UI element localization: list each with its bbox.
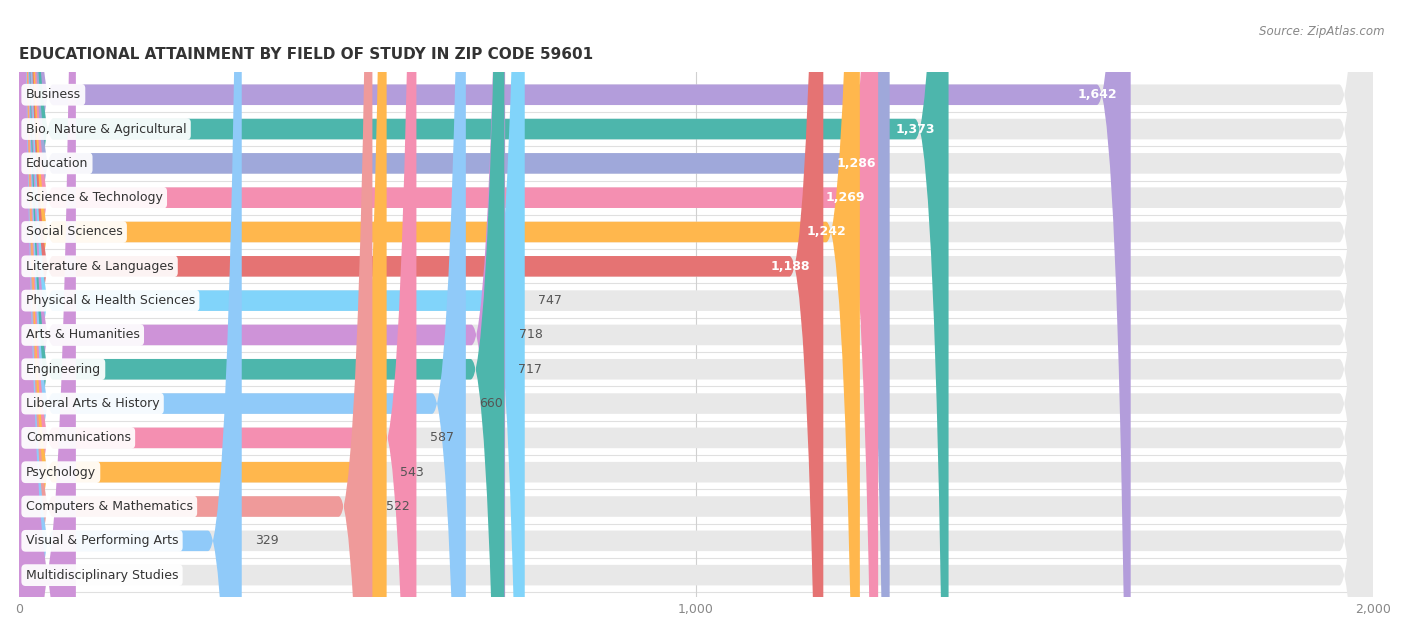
Text: EDUCATIONAL ATTAINMENT BY FIELD OF STUDY IN ZIP CODE 59601: EDUCATIONAL ATTAINMENT BY FIELD OF STUDY… xyxy=(20,47,593,62)
FancyBboxPatch shape xyxy=(20,0,1374,631)
FancyBboxPatch shape xyxy=(20,0,242,631)
Text: Social Sciences: Social Sciences xyxy=(25,225,122,239)
Text: 1,373: 1,373 xyxy=(896,122,935,136)
Text: 329: 329 xyxy=(256,534,278,547)
FancyBboxPatch shape xyxy=(20,0,1374,631)
Text: Engineering: Engineering xyxy=(25,363,101,375)
Text: 718: 718 xyxy=(519,329,543,341)
Text: 84: 84 xyxy=(90,569,105,582)
FancyBboxPatch shape xyxy=(20,0,1130,631)
Text: 1,642: 1,642 xyxy=(1077,88,1118,101)
FancyBboxPatch shape xyxy=(20,0,890,631)
Text: 1,188: 1,188 xyxy=(770,260,810,273)
Text: 660: 660 xyxy=(479,397,503,410)
FancyBboxPatch shape xyxy=(20,0,949,631)
FancyBboxPatch shape xyxy=(20,0,465,631)
Text: Physical & Health Sciences: Physical & Health Sciences xyxy=(25,294,195,307)
Text: Arts & Humanities: Arts & Humanities xyxy=(25,329,139,341)
FancyBboxPatch shape xyxy=(20,0,416,631)
Text: Communications: Communications xyxy=(25,432,131,444)
FancyBboxPatch shape xyxy=(20,0,1374,631)
FancyBboxPatch shape xyxy=(20,0,1374,631)
Text: Multidisciplinary Studies: Multidisciplinary Studies xyxy=(25,569,179,582)
Text: Visual & Performing Arts: Visual & Performing Arts xyxy=(25,534,179,547)
FancyBboxPatch shape xyxy=(20,0,524,631)
FancyBboxPatch shape xyxy=(20,0,1374,631)
FancyBboxPatch shape xyxy=(20,0,1374,631)
FancyBboxPatch shape xyxy=(20,0,505,631)
Text: Education: Education xyxy=(25,157,89,170)
FancyBboxPatch shape xyxy=(20,0,1374,631)
Text: Science & Technology: Science & Technology xyxy=(25,191,163,204)
FancyBboxPatch shape xyxy=(20,0,1374,631)
FancyBboxPatch shape xyxy=(20,0,373,631)
Text: Literature & Languages: Literature & Languages xyxy=(25,260,173,273)
FancyBboxPatch shape xyxy=(20,0,1374,631)
Text: 1,242: 1,242 xyxy=(807,225,846,239)
Text: Psychology: Psychology xyxy=(25,466,96,479)
Text: 717: 717 xyxy=(517,363,541,375)
Text: 1,286: 1,286 xyxy=(837,157,876,170)
FancyBboxPatch shape xyxy=(20,0,824,631)
FancyBboxPatch shape xyxy=(20,0,1374,631)
Text: Bio, Nature & Agricultural: Bio, Nature & Agricultural xyxy=(25,122,187,136)
Text: Source: ZipAtlas.com: Source: ZipAtlas.com xyxy=(1260,25,1385,38)
FancyBboxPatch shape xyxy=(20,0,1374,631)
FancyBboxPatch shape xyxy=(20,0,1374,631)
FancyBboxPatch shape xyxy=(20,0,1374,631)
FancyBboxPatch shape xyxy=(20,0,860,631)
Text: 587: 587 xyxy=(430,432,454,444)
Text: Liberal Arts & History: Liberal Arts & History xyxy=(25,397,159,410)
Text: Computers & Mathematics: Computers & Mathematics xyxy=(25,500,193,513)
FancyBboxPatch shape xyxy=(20,0,505,631)
Text: 1,269: 1,269 xyxy=(825,191,865,204)
Text: 522: 522 xyxy=(387,500,409,513)
FancyBboxPatch shape xyxy=(20,0,76,631)
Text: 543: 543 xyxy=(401,466,425,479)
FancyBboxPatch shape xyxy=(20,0,1374,631)
FancyBboxPatch shape xyxy=(20,0,879,631)
FancyBboxPatch shape xyxy=(20,0,1374,631)
Text: Business: Business xyxy=(25,88,82,101)
Text: 747: 747 xyxy=(538,294,562,307)
FancyBboxPatch shape xyxy=(20,0,387,631)
